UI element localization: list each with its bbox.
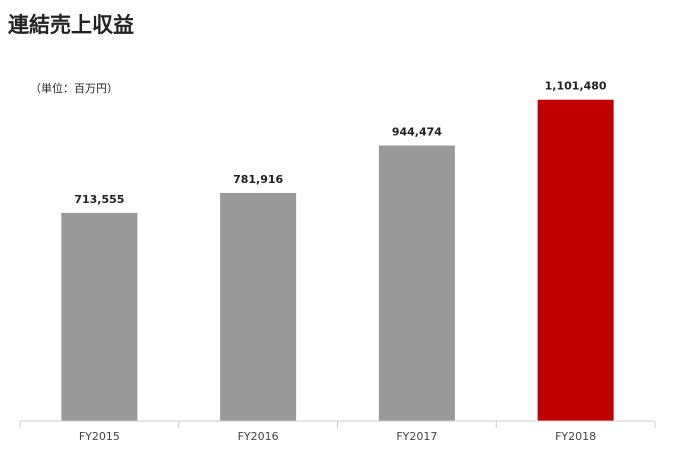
x-tick-label: FY2016 [238, 430, 279, 443]
value-label: 781,916 [233, 173, 283, 186]
value-label: 1,101,480 [545, 80, 607, 93]
x-tick-label: FY2018 [555, 430, 596, 443]
x-tick-label: FY2017 [396, 430, 437, 443]
chart-title: 連結売上収益 [8, 13, 134, 37]
x-tick-label: FY2015 [79, 430, 120, 443]
bar [378, 145, 455, 421]
bar [220, 192, 297, 421]
value-label: 713,555 [74, 193, 124, 206]
chart-subtitle: （単位：百万円） [30, 81, 118, 95]
bar [61, 212, 138, 421]
bar [537, 99, 614, 422]
value-label: 944,474 [392, 126, 442, 139]
